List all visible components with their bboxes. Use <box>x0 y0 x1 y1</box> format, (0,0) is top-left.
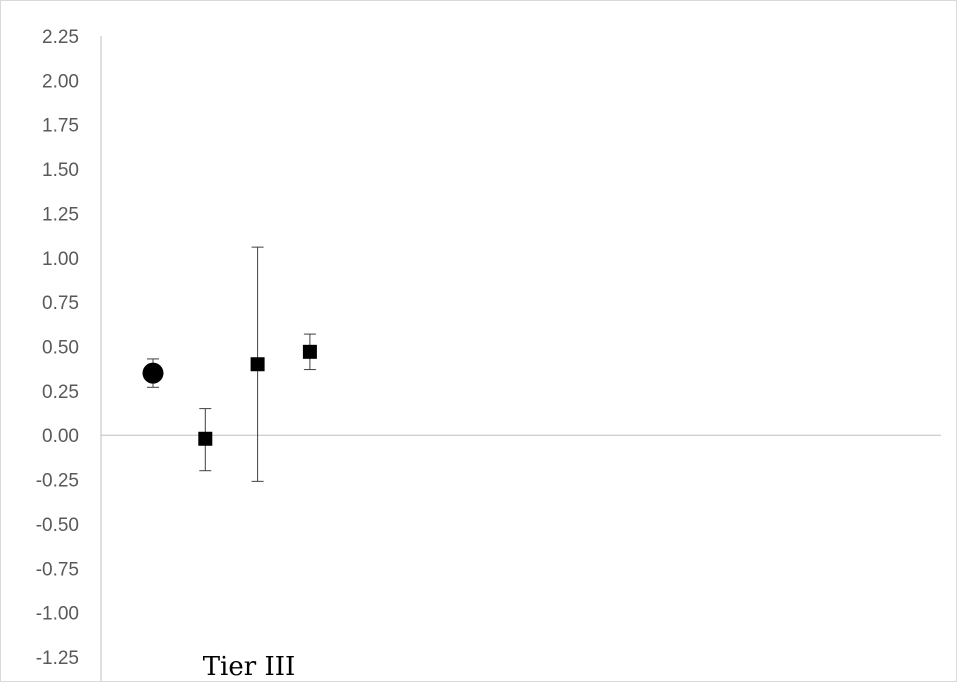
y-tick-label: 1.25 <box>42 204 79 225</box>
y-tick-label: 0.00 <box>42 426 79 447</box>
category-label: Tier III <box>203 652 296 681</box>
y-tick-label: -1.00 <box>36 604 79 625</box>
y-tick-label: 1.75 <box>42 116 79 137</box>
data-point-square <box>250 357 265 372</box>
data-markers <box>142 344 317 446</box>
y-tick-label: 2.00 <box>42 71 79 92</box>
y-tick-label: 0.25 <box>42 382 79 403</box>
data-point-square <box>198 431 213 446</box>
y-tick-label: 2.25 <box>42 27 79 48</box>
y-tick-label: -0.50 <box>36 515 79 536</box>
y-tick-label: 1.50 <box>42 160 79 181</box>
y-tick-label: 0.50 <box>42 338 79 359</box>
data-point-square <box>302 344 317 359</box>
y-tick-label: -1.25 <box>36 648 79 669</box>
y-tick-label: 1.00 <box>42 249 79 270</box>
error-bars <box>147 246 316 482</box>
y-axis-ticks: 2.25 2.00 1.75 1.50 1.25 1.00 0.75 0.50 0.25 0.00… <box>36 27 79 669</box>
data-point-circle <box>142 362 164 384</box>
y-tick-label: -0.25 <box>36 471 79 492</box>
y-tick-label: -0.75 <box>36 559 79 580</box>
axes <box>100 36 941 681</box>
y-tick-label: 0.75 <box>42 293 79 314</box>
